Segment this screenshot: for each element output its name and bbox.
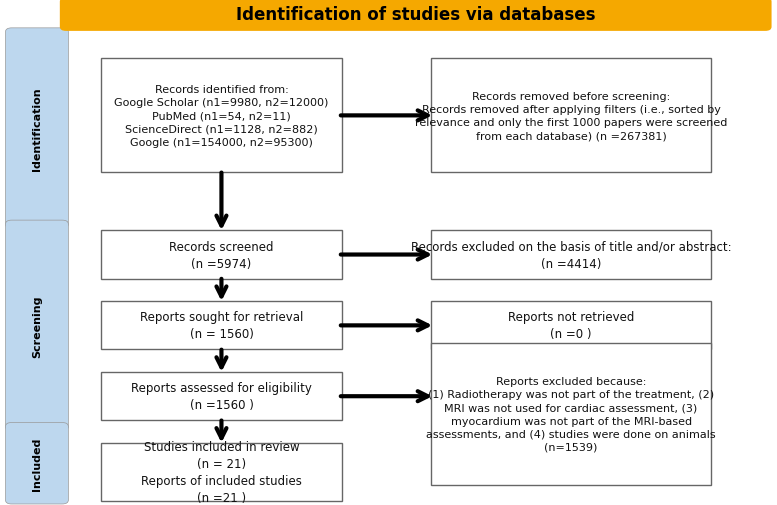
Text: Records identified from:
Google Scholar (n1=9980, n2=12000)
PubMed (n1=54, n2=11: Records identified from: Google Scholar … (114, 85, 329, 147)
FancyBboxPatch shape (101, 302, 342, 349)
Text: Included: Included (32, 437, 42, 490)
Text: Identification of studies via databases: Identification of studies via databases (236, 6, 595, 24)
Text: Studies included in review
(n = 21)
Reports of included studies
(n =21 ): Studies included in review (n = 21) Repo… (141, 440, 302, 504)
Text: Records screened
(n =5974): Records screened (n =5974) (169, 240, 274, 270)
FancyBboxPatch shape (431, 231, 711, 279)
Text: Reports sought for retrieval
(n = 1560): Reports sought for retrieval (n = 1560) (140, 311, 303, 341)
FancyBboxPatch shape (431, 343, 711, 485)
Text: Reports excluded because:
(1) Radiotherapy was not part of the treatment, (2)
MR: Reports excluded because: (1) Radiothera… (427, 376, 716, 452)
FancyBboxPatch shape (431, 302, 711, 349)
Text: Records excluded on the basis of title and/or abstract:
(n =4414): Records excluded on the basis of title a… (411, 240, 731, 270)
FancyBboxPatch shape (101, 231, 342, 279)
Text: Screening: Screening (32, 294, 42, 357)
FancyBboxPatch shape (5, 221, 68, 431)
FancyBboxPatch shape (60, 0, 772, 32)
Text: Identification: Identification (32, 87, 42, 171)
FancyBboxPatch shape (431, 60, 711, 173)
Text: Records removed before screening:
Records removed after applying filters (i.e., : Records removed before screening: Record… (415, 91, 727, 141)
FancyBboxPatch shape (5, 29, 68, 229)
Text: Reports assessed for eligibility
(n =1560 ): Reports assessed for eligibility (n =156… (131, 381, 312, 412)
FancyBboxPatch shape (101, 443, 342, 501)
FancyBboxPatch shape (101, 60, 342, 173)
FancyBboxPatch shape (101, 373, 342, 420)
FancyBboxPatch shape (5, 423, 68, 504)
Text: Reports not retrieved
(n =0 ): Reports not retrieved (n =0 ) (508, 311, 634, 341)
